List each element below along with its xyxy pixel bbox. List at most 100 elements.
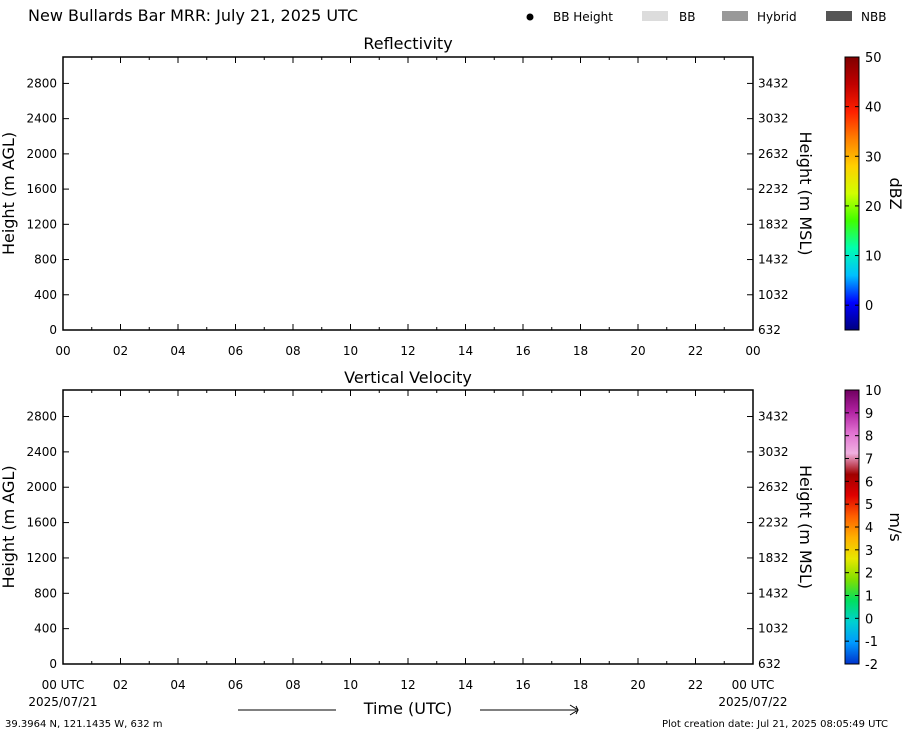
x-tick-label: 00 bbox=[745, 344, 760, 358]
x-tick-label: 04 bbox=[170, 678, 185, 692]
x-tick-label: 02 bbox=[113, 678, 128, 692]
x-tick-label: 00 UTC bbox=[732, 678, 775, 692]
y-tick-label-right: 2232 bbox=[758, 182, 789, 196]
y-tick-label-right: 2632 bbox=[758, 147, 789, 161]
y-tick-label-left: 800 bbox=[34, 586, 57, 600]
x-tick-label: 04 bbox=[170, 344, 185, 358]
y-tick-label-left: 2000 bbox=[26, 147, 57, 161]
x-tick-label: 16 bbox=[515, 678, 530, 692]
colorbar-label: dBZ bbox=[886, 177, 905, 209]
colorbar-tick-label: 30 bbox=[865, 150, 882, 165]
colorbar-tick-label: 20 bbox=[865, 200, 882, 215]
y-tick-label-right: 3032 bbox=[758, 112, 789, 126]
x-tick-label: 20 bbox=[630, 344, 645, 358]
y-axis-label-right: Height (m MSL) bbox=[796, 131, 815, 255]
legend-label: NBB bbox=[861, 10, 886, 24]
x-tick-label: 22 bbox=[688, 344, 703, 358]
legend: BB Height BB Hybrid NBB bbox=[527, 10, 887, 24]
x-tick-label: 08 bbox=[285, 678, 300, 692]
y-tick-label-right: 3032 bbox=[758, 445, 789, 459]
y-tick-label-right: 2632 bbox=[758, 480, 789, 494]
colorbar-tick-label: 10 bbox=[865, 250, 882, 265]
colorbar-tick-label: 9 bbox=[865, 407, 873, 422]
x-tick-label: 18 bbox=[573, 344, 588, 358]
x-tick-label: 12 bbox=[400, 678, 415, 692]
plot-area bbox=[63, 57, 753, 330]
y-tick-label-right: 1832 bbox=[758, 551, 789, 565]
x-tick-label: 10 bbox=[343, 344, 358, 358]
panel-title: Vertical Velocity bbox=[344, 368, 472, 387]
y-tick-label-right: 1432 bbox=[758, 586, 789, 600]
x-tick-label: 14 bbox=[458, 344, 473, 358]
y-axis-label-left: Height (m AGL) bbox=[0, 465, 18, 588]
legend-marker-bb-height bbox=[527, 14, 534, 21]
y-tick-label-left: 1200 bbox=[26, 217, 57, 231]
y-tick-label-left: 2800 bbox=[26, 410, 57, 424]
creation-date-text: Plot creation date: Jul 21, 2025 08:05:4… bbox=[662, 719, 888, 730]
x-tick-label: 06 bbox=[228, 678, 243, 692]
legend-label: Hybrid bbox=[757, 10, 797, 24]
colorbar-tick-label: 2 bbox=[865, 567, 873, 582]
colorbar-tick-label: 4 bbox=[865, 521, 873, 536]
y-tick-label-left: 800 bbox=[34, 253, 57, 267]
x-date-label-end: 2025/07/22 bbox=[718, 695, 787, 709]
x-axis-label: Time (UTC) bbox=[363, 699, 452, 718]
y-tick-label-right: 1832 bbox=[758, 217, 789, 231]
y-tick-label-left: 0 bbox=[49, 323, 57, 337]
y-tick-label-right: 1032 bbox=[758, 288, 789, 302]
y-tick-label-left: 2400 bbox=[26, 112, 57, 126]
colorbar-tick-label: 0 bbox=[865, 299, 873, 314]
figure-title: New Bullards Bar MRR: July 21, 2025 UTC bbox=[28, 6, 358, 25]
y-axis-label-left: Height (m AGL) bbox=[0, 132, 18, 255]
legend-swatch-nbb bbox=[826, 11, 852, 21]
reflectivity-panel: Reflectivity00 02 04 06 08 10 12 14 16 18 20 22 0004… bbox=[0, 34, 905, 358]
y-tick-label-left: 400 bbox=[34, 622, 57, 636]
colorbar-tick-label: 0 bbox=[865, 612, 873, 627]
x-tick-label: 00 bbox=[55, 344, 70, 358]
x-tick-label: 08 bbox=[285, 344, 300, 358]
x-tick-label: 18 bbox=[573, 678, 588, 692]
y-tick-label-left: 1600 bbox=[26, 516, 57, 530]
x-tick-label: 00 UTC bbox=[42, 678, 85, 692]
legend-swatch-hybrid bbox=[722, 11, 748, 21]
colorbar-tick-label: 40 bbox=[865, 101, 882, 116]
location-text: 39.3964 N, 121.1435 W, 632 m bbox=[5, 719, 163, 730]
colorbar-tick-label: -2 bbox=[865, 658, 878, 673]
x-tick-label: 02 bbox=[113, 344, 128, 358]
legend-label: BB Height bbox=[553, 10, 613, 24]
colorbar-tick-label: 3 bbox=[865, 544, 873, 559]
x-tick-label: 14 bbox=[458, 678, 473, 692]
colorbar-tick-label: 5 bbox=[865, 498, 873, 513]
y-tick-label-right: 3432 bbox=[758, 410, 789, 424]
y-tick-label-left: 400 bbox=[34, 288, 57, 302]
colorbar-label: m/s bbox=[886, 512, 905, 541]
y-axis-label-right: Height (m MSL) bbox=[796, 465, 815, 589]
y-tick-label-left: 0 bbox=[49, 657, 57, 671]
colorbar-tick-label: 7 bbox=[865, 453, 873, 468]
x-tick-label: 12 bbox=[400, 344, 415, 358]
colorbar bbox=[845, 57, 859, 330]
legend-label: BB bbox=[679, 10, 695, 24]
colorbar-tick-label: 1 bbox=[865, 590, 873, 605]
y-tick-label-left: 2000 bbox=[26, 480, 57, 494]
x-tick-label: 06 bbox=[228, 344, 243, 358]
x-tick-label: 20 bbox=[630, 678, 645, 692]
y-tick-label-right: 2232 bbox=[758, 516, 789, 530]
x-date-label-start: 2025/07/21 bbox=[28, 695, 97, 709]
y-tick-label-left: 2800 bbox=[26, 76, 57, 90]
y-tick-label-right: 632 bbox=[758, 323, 781, 337]
y-tick-label-right: 3432 bbox=[758, 76, 789, 90]
y-tick-label-left: 1600 bbox=[26, 182, 57, 196]
colorbar-tick-label: 8 bbox=[865, 430, 873, 445]
x-tick-label: 22 bbox=[688, 678, 703, 692]
colorbar-tick-label: -1 bbox=[865, 635, 878, 650]
y-tick-label-left: 2400 bbox=[26, 445, 57, 459]
y-tick-label-left: 1200 bbox=[26, 551, 57, 565]
legend-swatch-bb bbox=[642, 11, 668, 21]
x-tick-label: 16 bbox=[515, 344, 530, 358]
panel-title: Reflectivity bbox=[363, 34, 452, 53]
y-tick-label-right: 1032 bbox=[758, 622, 789, 636]
y-tick-label-right: 1432 bbox=[758, 253, 789, 267]
